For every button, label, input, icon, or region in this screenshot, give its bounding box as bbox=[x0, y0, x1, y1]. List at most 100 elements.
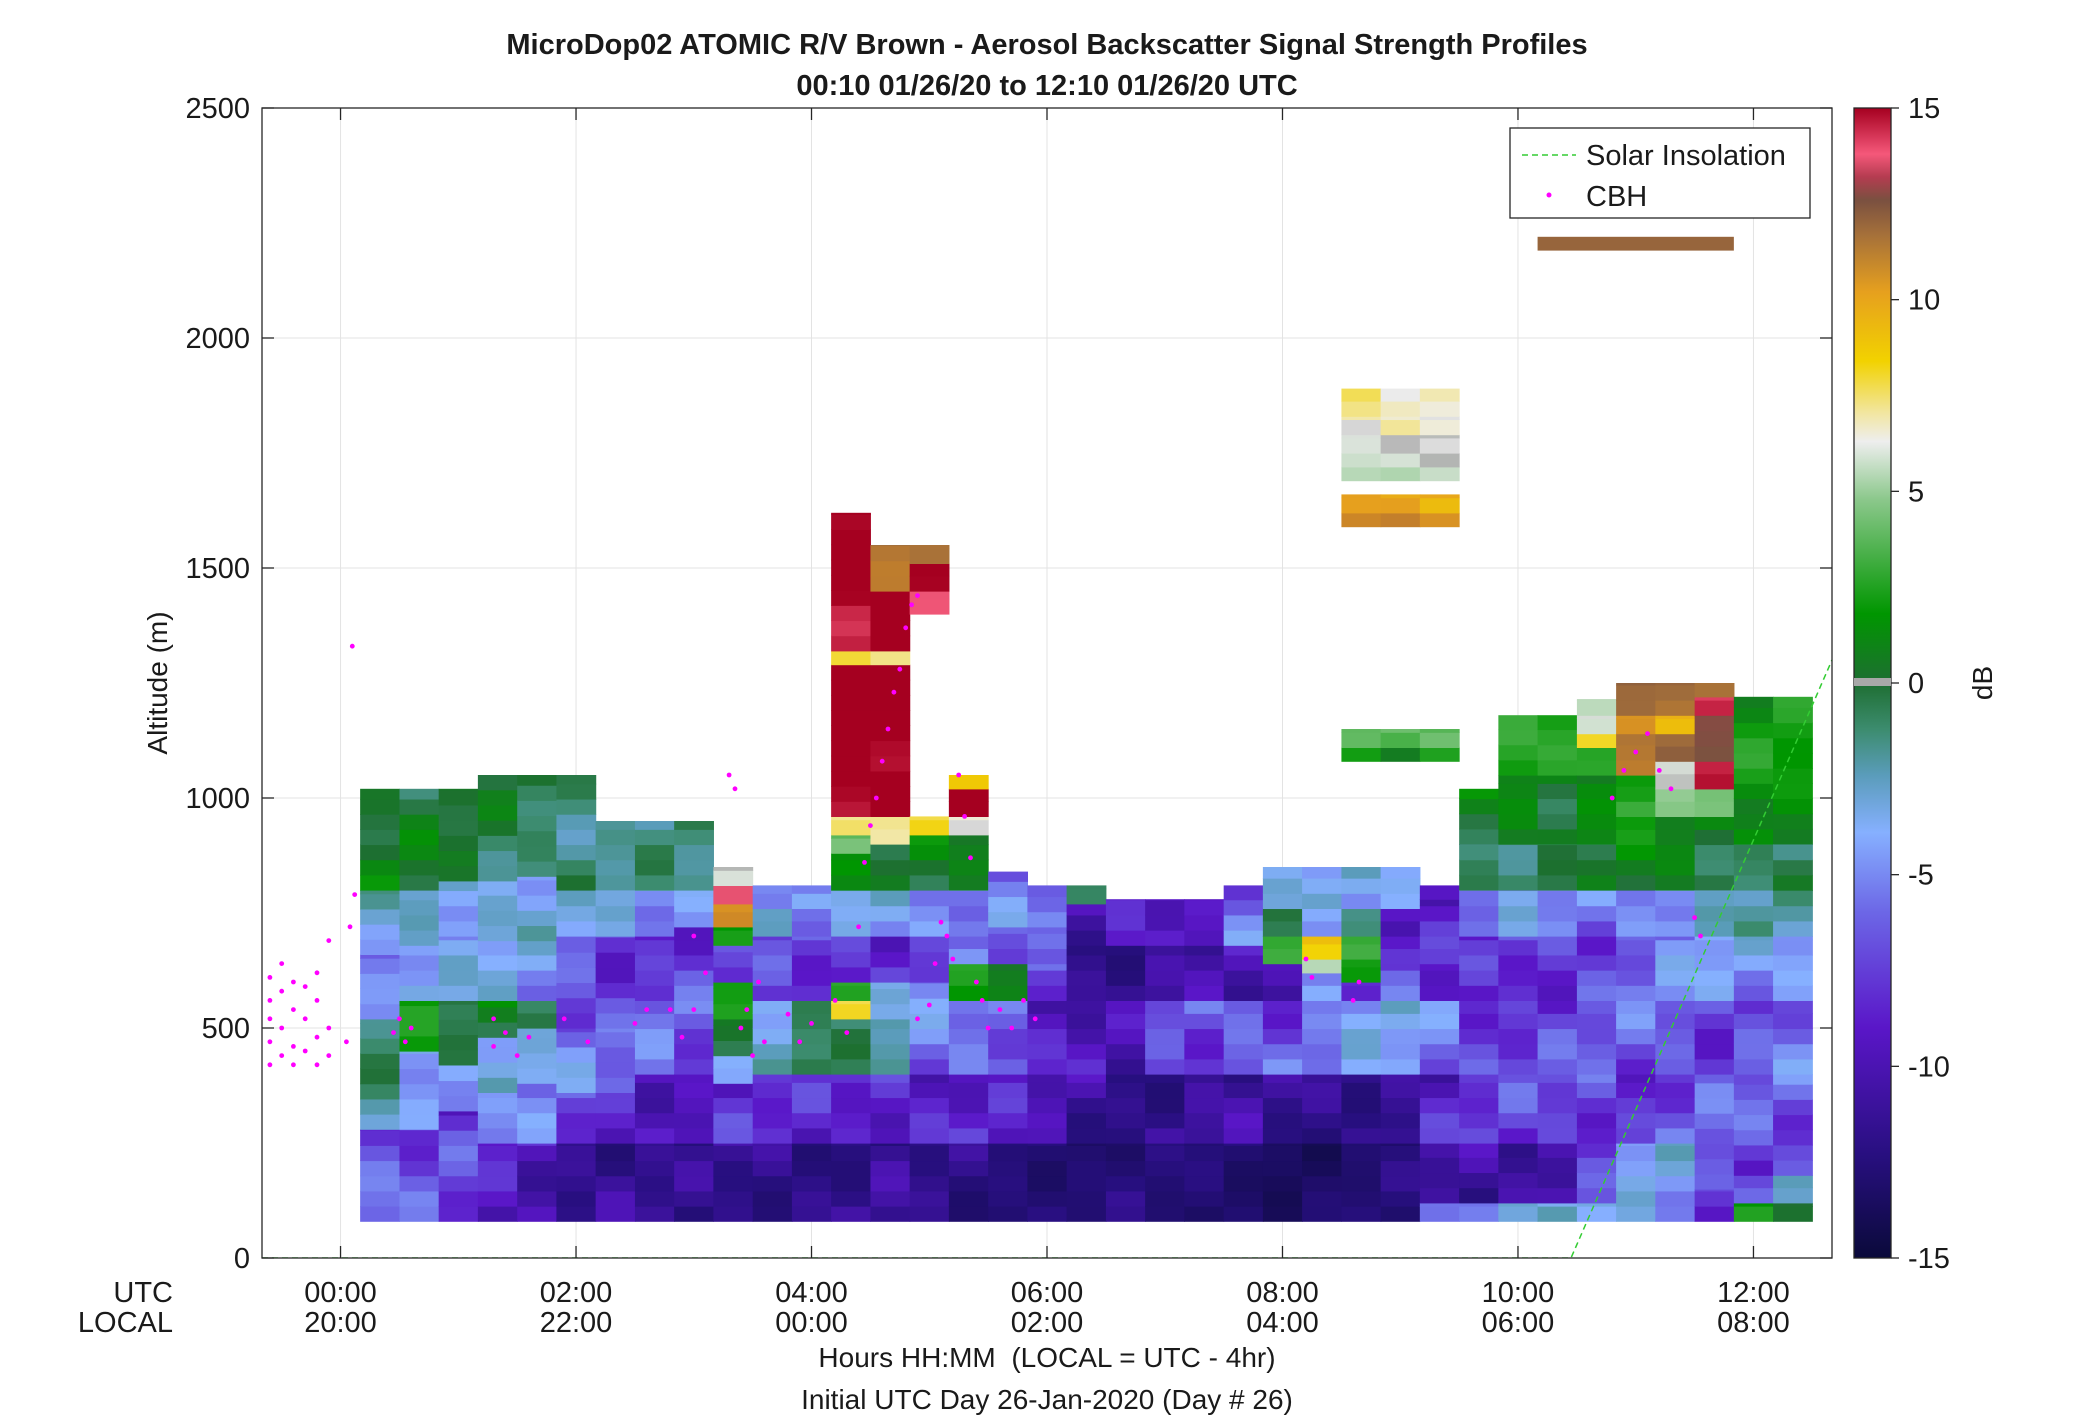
heatmap-cell bbox=[1773, 737, 1813, 754]
heatmap-cell bbox=[477, 1175, 518, 1192]
heatmap-cell bbox=[1105, 954, 1146, 971]
heatmap-cell bbox=[1655, 954, 1696, 971]
cbh-point bbox=[1021, 998, 1026, 1003]
heatmap-cell bbox=[870, 605, 911, 622]
heatmap-cell bbox=[988, 985, 1028, 1001]
heatmap-cell bbox=[1341, 1190, 1382, 1207]
heatmap-cell bbox=[674, 829, 714, 846]
heatmap-cell bbox=[438, 1095, 479, 1112]
heatmap-cell bbox=[1773, 1202, 1813, 1207]
heatmap-cell bbox=[438, 835, 479, 852]
heatmap-cell bbox=[1341, 466, 1382, 482]
heatmap-cell bbox=[988, 1028, 1028, 1045]
heatmap-cell bbox=[360, 908, 400, 925]
heatmap-cell bbox=[1498, 874, 1539, 891]
heatmap-cell bbox=[517, 940, 558, 956]
heatmap-cell bbox=[1616, 1000, 1656, 1014]
heatmap-cell bbox=[556, 1206, 597, 1222]
heatmap-cell bbox=[1655, 1043, 1696, 1060]
heatmap-cell bbox=[1733, 890, 1774, 907]
heatmap-cell bbox=[1380, 1112, 1421, 1129]
cbh-point bbox=[302, 1048, 308, 1054]
heatmap-cell bbox=[1380, 466, 1421, 482]
heatmap-cell bbox=[1498, 954, 1539, 971]
heatmap-cell bbox=[1341, 419, 1382, 436]
heatmap-cell bbox=[713, 926, 754, 931]
heatmap-cell bbox=[713, 888, 754, 905]
heatmap-cell bbox=[752, 1160, 793, 1177]
heatmap-cell bbox=[1537, 759, 1578, 776]
heatmap-cell bbox=[1302, 1112, 1342, 1129]
heatmap-cell bbox=[1223, 1145, 1264, 1162]
heatmap-cell bbox=[1262, 1190, 1303, 1207]
cbh-point bbox=[632, 1021, 638, 1026]
heatmap-cell bbox=[1733, 1074, 1774, 1085]
heatmap-cell bbox=[1105, 899, 1146, 916]
heatmap-cell bbox=[399, 1068, 440, 1085]
cbh-point bbox=[491, 1044, 496, 1049]
heatmap-cell bbox=[595, 1175, 636, 1192]
heatmap-cell bbox=[1145, 1143, 1185, 1146]
heatmap-cell bbox=[438, 985, 479, 1001]
heatmap-cell bbox=[1616, 1028, 1656, 1045]
heatmap-cell bbox=[674, 1145, 714, 1162]
heatmap-cell bbox=[1145, 970, 1185, 986]
footer-label: Initial UTC Day 26-Jan-2020 (Day # 26) bbox=[801, 1384, 1293, 1415]
cbh-point bbox=[856, 924, 861, 930]
heatmap-cell bbox=[909, 1058, 950, 1075]
heatmap-cell bbox=[1576, 733, 1617, 748]
heatmap-cell bbox=[1773, 1013, 1813, 1030]
heatmap-cell bbox=[1576, 759, 1617, 776]
heatmap-cell bbox=[595, 1046, 636, 1063]
cbh-point bbox=[1633, 749, 1639, 755]
heatmap-cell bbox=[477, 925, 518, 942]
heatmap-cell bbox=[831, 982, 871, 986]
heatmap-cell bbox=[595, 982, 636, 999]
heatmap-cell bbox=[1302, 1013, 1342, 1030]
heatmap-cell bbox=[1576, 699, 1617, 701]
heatmap-cell bbox=[1733, 813, 1774, 830]
heatmap-cell bbox=[909, 936, 950, 953]
heatmap-cell bbox=[752, 985, 793, 1001]
heatmap-cell bbox=[1773, 722, 1813, 739]
heatmap-cell bbox=[870, 1160, 911, 1177]
heatmap-cell bbox=[1380, 985, 1421, 1001]
heatmap-cell bbox=[1733, 798, 1774, 815]
heatmap-cell bbox=[988, 1160, 1028, 1177]
heatmap-cell bbox=[988, 1175, 1028, 1192]
heatmap-cell bbox=[438, 954, 479, 971]
heatmap-cell bbox=[1576, 1202, 1617, 1207]
heatmap-cell bbox=[870, 1175, 911, 1192]
heatmap-cell bbox=[752, 1145, 793, 1162]
x-tick-label-local: 08:00 bbox=[1717, 1307, 1790, 1339]
heatmap-cell bbox=[1498, 890, 1539, 907]
heatmap-cell bbox=[438, 1110, 479, 1116]
heatmap-cell bbox=[1459, 1127, 1499, 1144]
heatmap-cell bbox=[1302, 959, 1342, 974]
heatmap-cell bbox=[595, 997, 636, 1014]
heatmap-cell bbox=[517, 1206, 558, 1222]
heatmap-cell bbox=[1459, 859, 1499, 876]
heatmap-cell bbox=[674, 1082, 714, 1099]
heatmap-cell bbox=[1341, 985, 1382, 1001]
heatmap-cell bbox=[1498, 1172, 1539, 1189]
heatmap-cell bbox=[1694, 1082, 1735, 1099]
heatmap-cell bbox=[1459, 1028, 1499, 1045]
heatmap-cell bbox=[1341, 1206, 1382, 1222]
heatmap-cell bbox=[909, 816, 950, 821]
heatmap-cell bbox=[752, 885, 793, 894]
heatmap-cell bbox=[517, 1000, 558, 1014]
heatmap-cell bbox=[909, 874, 950, 891]
heatmap-cell bbox=[477, 940, 518, 956]
heatmap-cell bbox=[1537, 905, 1578, 922]
heatmap-cell bbox=[1302, 1058, 1342, 1075]
heatmap-cell bbox=[870, 1003, 911, 1020]
heatmap-cell bbox=[1105, 970, 1146, 986]
heatmap-cell bbox=[1419, 466, 1460, 482]
heatmap-cell bbox=[752, 1112, 793, 1129]
heatmap-cell bbox=[1105, 1112, 1146, 1129]
heatmap-cell bbox=[909, 966, 950, 983]
colorbar-tick-label: 15 bbox=[1908, 93, 1940, 125]
cbh-point bbox=[1032, 1016, 1038, 1022]
heatmap-cell bbox=[988, 1143, 1028, 1146]
